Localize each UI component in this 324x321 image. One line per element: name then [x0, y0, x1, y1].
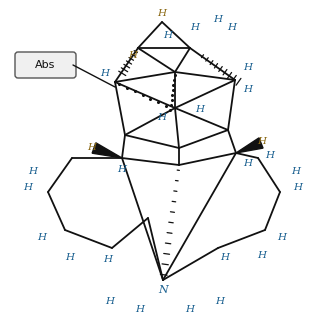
Text: H: H	[103, 256, 112, 265]
Text: H: H	[38, 233, 47, 242]
FancyBboxPatch shape	[15, 52, 76, 78]
Text: H: H	[157, 10, 167, 19]
Text: H: H	[244, 159, 252, 168]
Text: H: H	[106, 298, 114, 307]
Text: H: H	[195, 106, 204, 115]
Text: H: H	[191, 23, 200, 32]
Text: H: H	[244, 64, 252, 73]
Text: H: H	[129, 50, 137, 59]
Text: H: H	[294, 184, 303, 193]
Text: H: H	[164, 31, 172, 40]
Text: H: H	[87, 143, 97, 152]
Text: H: H	[221, 254, 229, 263]
Text: H: H	[214, 15, 223, 24]
Text: H: H	[292, 168, 300, 177]
Text: H: H	[186, 306, 194, 315]
Text: H: H	[215, 298, 225, 307]
Text: H: H	[65, 254, 75, 263]
Text: H: H	[29, 168, 38, 177]
Text: H: H	[244, 85, 252, 94]
Text: H: H	[277, 233, 286, 242]
Text: H: H	[100, 68, 110, 77]
Text: H: H	[258, 251, 267, 261]
Text: H: H	[118, 166, 126, 175]
Text: H: H	[227, 23, 237, 32]
Polygon shape	[92, 143, 122, 158]
Polygon shape	[236, 138, 263, 153]
Text: Abs: Abs	[35, 60, 55, 70]
Text: H: H	[258, 137, 267, 146]
Text: N: N	[158, 285, 168, 295]
Text: H: H	[24, 184, 32, 193]
Text: H: H	[157, 114, 167, 123]
Text: H: H	[265, 151, 274, 160]
Text: H: H	[135, 306, 145, 315]
